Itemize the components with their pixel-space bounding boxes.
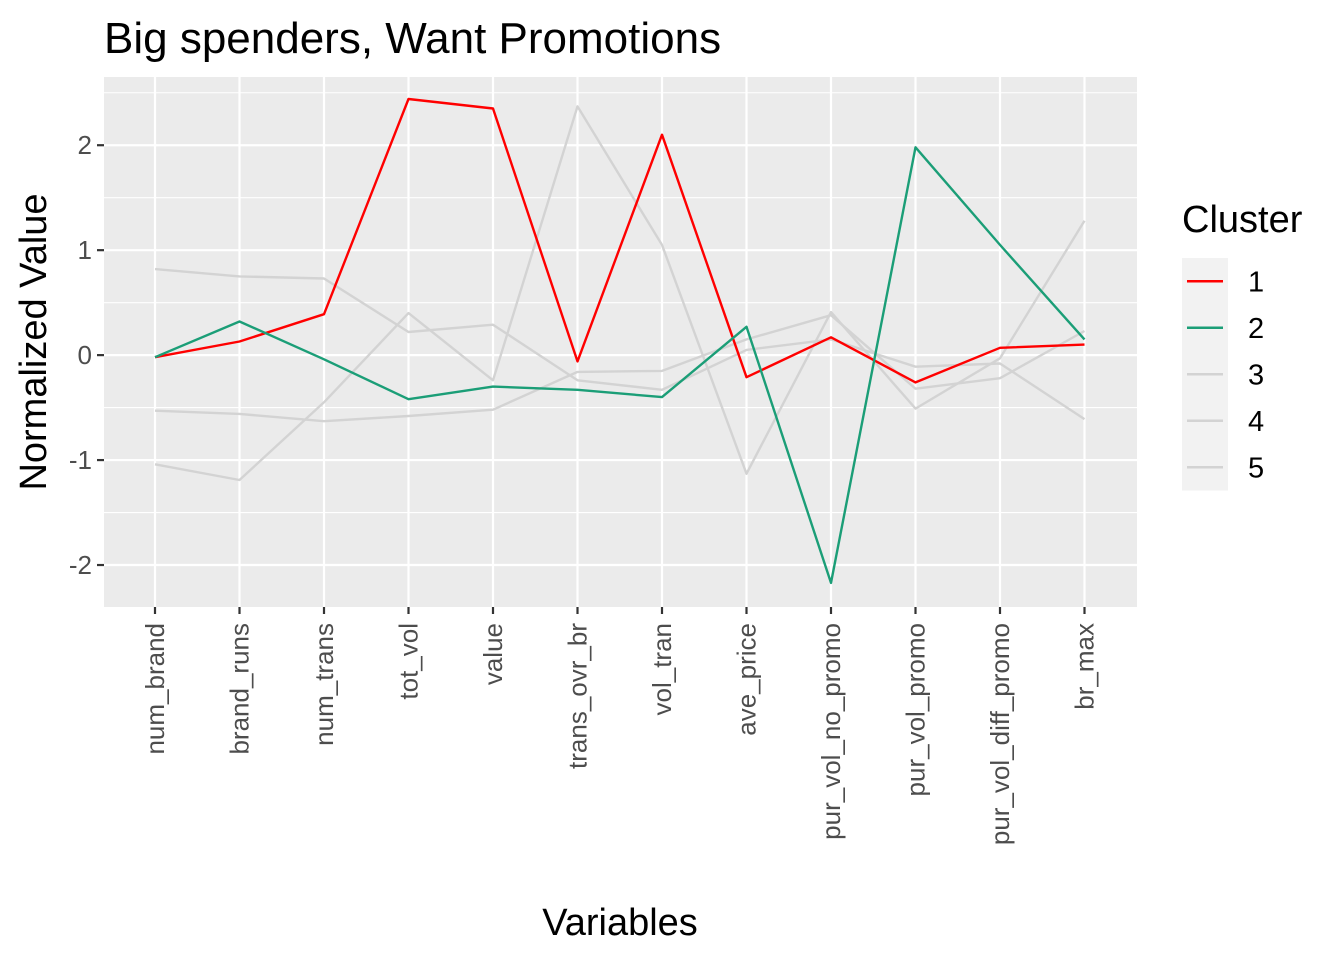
series-lines: [154, 97, 1086, 585]
legend-label-1: 1: [1248, 266, 1264, 298]
legend-title: Cluster: [1182, 199, 1303, 241]
legend: Cluster 1 2 3 4 5: [1182, 199, 1303, 491]
legend-label-4: 4: [1248, 406, 1264, 438]
y-axis: -2 -1 0 1 2: [69, 130, 104, 580]
x-tick-label: num_trans: [309, 623, 339, 746]
x-tick-label: num_brand: [140, 623, 170, 755]
y-tick-label: 2: [78, 130, 92, 160]
legend-label-5: 5: [1248, 452, 1264, 484]
chart-title: Big spenders, Want Promotions: [104, 14, 721, 63]
y-tick-label: 1: [78, 235, 92, 265]
x-tick-label: trans_ovr_br: [563, 623, 593, 769]
y-tick-label: 0: [78, 340, 92, 370]
x-tick-label: pur_vol_no_promo: [816, 623, 846, 840]
x-tick-label: tot_vol: [394, 623, 424, 700]
series-line-4: [154, 314, 1086, 423]
series-line-5: [154, 105, 1086, 482]
x-tick-label: br_max: [1070, 623, 1100, 710]
grid: [104, 77, 1137, 607]
y-tick-label: -2: [69, 550, 92, 580]
x-axis: num_brand brand_runs num_trans tot_vol value…: [140, 607, 1100, 845]
series-line-1: [154, 97, 1085, 384]
y-axis-title: Normalized Value: [13, 193, 55, 490]
series-line-3: [154, 267, 1086, 421]
series-line-2: [154, 146, 1086, 585]
plot-panel: [104, 77, 1137, 607]
x-tick-label: pur_vol_diff_promo: [985, 623, 1015, 845]
x-tick-label: value: [478, 623, 508, 685]
x-tick-label: vol_tran: [647, 623, 677, 716]
legend-label-2: 2: [1248, 313, 1264, 345]
y-tick-label: -1: [69, 445, 92, 475]
x-tick-label: brand_runs: [225, 623, 255, 755]
x-tick-label: ave_price: [732, 623, 762, 736]
legend-label-3: 3: [1248, 359, 1264, 391]
x-tick-label: pur_vol_promo: [901, 623, 931, 796]
x-axis-title: Variables: [542, 902, 698, 944]
